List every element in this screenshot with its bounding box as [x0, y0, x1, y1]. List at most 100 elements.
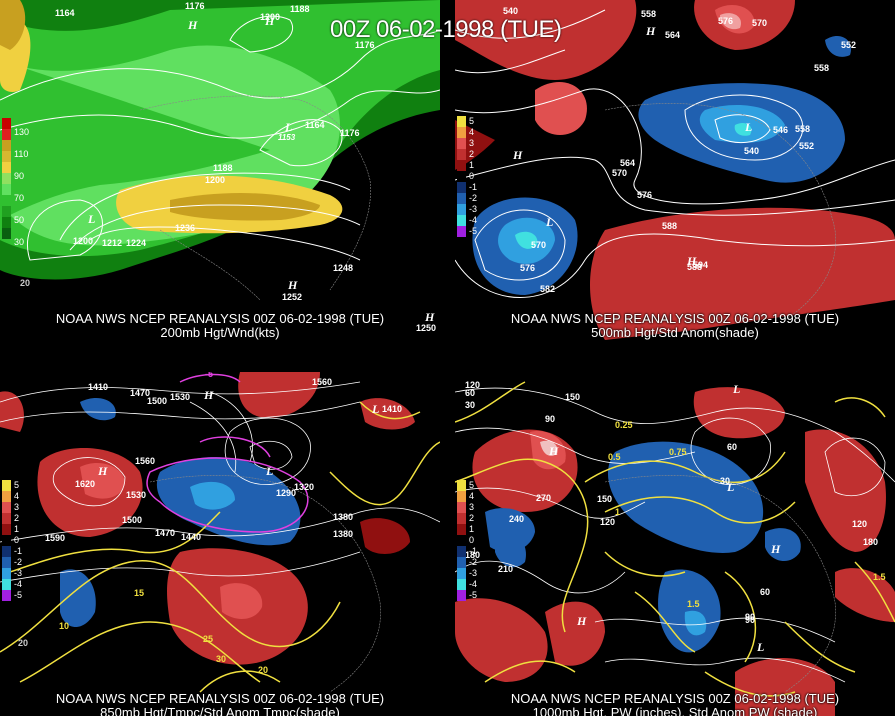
- contour-label: 25: [203, 634, 214, 644]
- pressure-marker: L: [88, 212, 96, 226]
- contour-label: 30: [216, 654, 227, 664]
- caption-source: NOAA NWS NCEP REANALYSIS 00Z 06-02-1998 …: [510, 691, 840, 706]
- contour-label: 60: [465, 388, 476, 398]
- contour-label: 576: [637, 190, 653, 200]
- legend-swatch: [2, 217, 11, 228]
- contour-label: 1470: [155, 528, 176, 538]
- legend-label: 4: [469, 127, 475, 137]
- contour-label: 0.5: [608, 452, 621, 462]
- legend-swatch: [457, 149, 466, 160]
- legend-label: -5: [469, 226, 478, 236]
- map-500mb: [455, 0, 895, 340]
- legend-swatch: [457, 557, 466, 568]
- caption-source: NOAA NWS NCEP REANALYSIS 00Z 06-02-1998 …: [55, 691, 385, 706]
- contour-label: 546: [773, 125, 789, 135]
- caption-field: 200mb Hgt/Wnd(kts): [160, 325, 280, 340]
- contour-label: 1248: [333, 263, 354, 273]
- legend-swatch: [2, 162, 11, 173]
- legend-swatch: [2, 568, 11, 579]
- legend-swatch: [457, 182, 466, 193]
- pressure-marker: H: [687, 254, 697, 268]
- contour-label: 1212: [102, 238, 123, 248]
- contour-label: 1560: [135, 456, 156, 466]
- legend-label: 1: [469, 160, 475, 170]
- legend-swatch: [457, 524, 466, 535]
- contour-label: 552: [841, 40, 857, 50]
- legend-swatch: [457, 513, 466, 524]
- legend-label: 1: [469, 524, 475, 534]
- pressure-marker: H: [188, 18, 198, 32]
- pressure-marker: L: [266, 464, 274, 478]
- legend-label: 90: [14, 171, 25, 181]
- caption-field: 1000mb Hgt, PW (inches), Std Anom PW (sh…: [532, 705, 818, 716]
- pressure-marker: H: [204, 388, 214, 402]
- legend-swatch: [2, 491, 11, 502]
- contour-label: 30: [720, 476, 731, 486]
- pressure-marker: H: [98, 464, 108, 478]
- pressure-marker: H: [513, 148, 523, 162]
- caption-source: NOAA NWS NCEP REANALYSIS 00Z 06-02-1998 …: [55, 311, 385, 326]
- contour-label: 564: [620, 158, 636, 168]
- legend-swatch: [457, 502, 466, 513]
- legend-label: -3: [14, 568, 23, 578]
- legend-label: 3: [469, 502, 475, 512]
- contour-label: 1.5: [873, 572, 886, 582]
- panel-850mb: 1380 1410 1470 1500 1530 1560 1590 1620 …: [0, 372, 440, 716]
- legend-swatch: [457, 535, 466, 546]
- caption-source: NOAA NWS NCEP REANALYSIS 00Z 06-02-1998 …: [510, 311, 840, 326]
- contour-label: 1252: [282, 292, 303, 302]
- panel-500mb: 540 558 576 570 552 558 564 570 576 588 …: [455, 0, 895, 340]
- panel-1000mb: 30 60 90 120 150 180 210 240 270 150 120…: [455, 372, 895, 716]
- contour-label: 60: [760, 587, 771, 597]
- contour-label: 588: [687, 262, 703, 272]
- legend-swatch: [457, 160, 466, 171]
- legend-label: 3: [14, 502, 20, 512]
- contour-label: 1188: [290, 4, 310, 14]
- contour-label: 594: [693, 260, 709, 270]
- map-1000mb: [455, 372, 895, 716]
- legend-label: -1: [14, 546, 23, 556]
- legend-swatch: [2, 513, 11, 524]
- contour-label: 576: [520, 263, 536, 273]
- contour-label: 1410: [382, 404, 403, 414]
- contour-label: 20: [20, 278, 31, 288]
- map-850mb: [0, 372, 440, 716]
- legend-swatch: [2, 524, 11, 535]
- contour-label: 1250: [416, 323, 437, 333]
- contour-label: 1290: [276, 488, 297, 498]
- pressure-marker: H: [771, 542, 781, 556]
- legend-label: 5: [469, 480, 475, 490]
- legend-label: 5: [14, 480, 20, 490]
- legend-swatch: [457, 215, 466, 226]
- legend-label: -3: [469, 204, 478, 214]
- caption-field: 850mb Hgt/Tmpc/Std Anom Tmpc(shade): [100, 705, 340, 716]
- legend-swatch: [457, 568, 466, 579]
- legend-label: 2: [14, 513, 20, 523]
- legend-label: 5: [469, 116, 475, 126]
- contour-label: 570: [531, 240, 547, 250]
- contour-label: 1236: [175, 223, 196, 233]
- contour-label: 1500: [122, 515, 143, 525]
- legend-label: -2: [14, 557, 23, 567]
- contour-label: 120: [852, 519, 868, 529]
- contour-label: 1176: [185, 1, 205, 11]
- legend-label: 50: [14, 215, 25, 225]
- legend-label: -3: [469, 568, 478, 578]
- contour-label: -5: [205, 372, 214, 379]
- legend-label: 70: [14, 193, 25, 203]
- legend-swatch: [2, 173, 11, 184]
- pressure-marker: L: [733, 382, 741, 396]
- legend-label: -4: [14, 579, 23, 589]
- contour-label: 60: [727, 442, 738, 452]
- legend-label: 30: [14, 237, 25, 247]
- contour-label: 30: [465, 400, 476, 410]
- panel-200mb: 1164 1176 1200 1188 1176 1164 1176 1188 …: [0, 0, 440, 340]
- contour-label: 240: [509, 514, 525, 524]
- legend-label: 0: [469, 535, 475, 545]
- legend-label: -5: [469, 590, 478, 600]
- legend-label: 4: [14, 491, 20, 501]
- legend-swatch: [457, 590, 466, 601]
- legend-swatch: [457, 491, 466, 502]
- legend-label: 0: [14, 535, 20, 545]
- contour-label: 90: [545, 414, 556, 424]
